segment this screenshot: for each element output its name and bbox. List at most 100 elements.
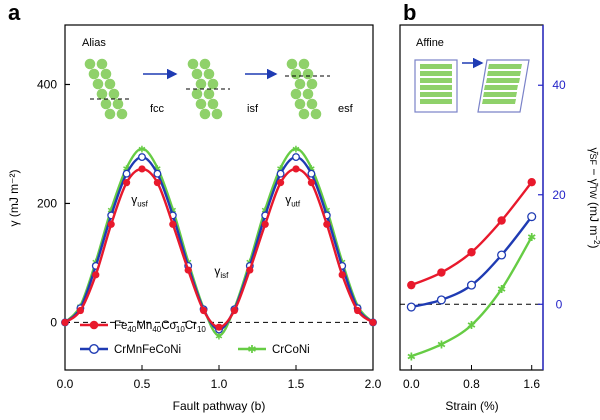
panel-a-point-crconi-4: ✱ bbox=[123, 164, 131, 174]
panel-a-point-crconi-10: ✱ bbox=[215, 332, 223, 342]
panel-a-series-line-crmnfeconi bbox=[64, 155, 374, 331]
panel-a-point-fe40mn40co10cr10-17 bbox=[323, 220, 331, 228]
panel-b-xtick-label-0: 0.0 bbox=[403, 377, 420, 391]
annotation-gamma-utf-subscript: utf bbox=[291, 199, 301, 208]
panel-b-ylabel-sub2: TW bbox=[588, 185, 598, 199]
annotation-gamma-usf-subscript: usf bbox=[137, 199, 148, 208]
panel-a-title: Alias bbox=[82, 37, 106, 49]
legend-fe-el4: Cr bbox=[185, 320, 197, 332]
panel-a-point-fe40mn40co10cr10-11 bbox=[230, 306, 238, 315]
inset-isf-atoms bbox=[187, 58, 223, 120]
panel-a-point-crconi-17: ✱ bbox=[323, 205, 331, 215]
panel-a-point-crconi-14: ✱ bbox=[277, 164, 285, 174]
panel-b-point-crconi-0: ✱ bbox=[407, 351, 416, 363]
panel-a-point-crconi-16: ✱ bbox=[307, 164, 315, 174]
panel-a-point-crmnfeconi-5 bbox=[138, 153, 146, 162]
panel-a-point-fe40mn40co10cr10-16 bbox=[307, 179, 315, 187]
panel-b-ylabel-main1: γ̄ bbox=[587, 148, 600, 156]
legend-fe-el2: Mn bbox=[136, 320, 152, 332]
panel-b-ytick-label-2: 40 bbox=[552, 78, 566, 92]
legend-label-fe40mn40co10cr10: Fe40Mn40Co10Cr10 bbox=[114, 320, 206, 334]
annotation-gamma-usf-symbol: γ bbox=[131, 192, 137, 206]
panel-b-ylabel: γ̄SF − γ̄TW (mJ m−2) bbox=[587, 148, 600, 249]
panel-a-ylabel: γ (mJ m⁻²) bbox=[7, 170, 21, 227]
panel-a-series-line-fe40mn40co10cr10 bbox=[64, 167, 374, 329]
legend-entry-fe40mn40co10cr10: Fe40Mn40Co10Cr10 bbox=[80, 320, 206, 334]
annotation-gamma-isf-subscript: isf bbox=[220, 271, 229, 280]
panel-b-ylabel-unit: (mJ m bbox=[587, 199, 600, 236]
panel-a-point-fe40mn40co10cr10-12 bbox=[246, 266, 254, 274]
panel-b-frame bbox=[399, 24, 544, 371]
panel-a-point-crconi-7: ✱ bbox=[169, 205, 177, 215]
inset-label-isf: isf bbox=[247, 103, 259, 115]
annotation-gamma-utf-symbol: γ bbox=[285, 192, 291, 206]
panel-a-xtick-label-3: 1.5 bbox=[288, 377, 305, 391]
panel-a-point-fe40mn40co10cr10-13 bbox=[261, 220, 269, 228]
panel-a-ytick-label-0: 0 bbox=[50, 315, 57, 329]
legend-label-crmnfeconi: CrMnFeCoNi bbox=[114, 344, 181, 356]
panel-b-point-crmnfeconi-0 bbox=[406, 302, 416, 312]
panel-b-xtick-label-1: 0.8 bbox=[463, 377, 480, 391]
panel-a-point-fe40mn40co10cr10-5 bbox=[138, 165, 146, 173]
panel-a-point-fe40mn40co10cr10-15 bbox=[292, 165, 300, 173]
panel-a-point-fe40mn40co10cr10-10 bbox=[215, 323, 223, 331]
legend-fe-sub4: 10 bbox=[197, 325, 206, 334]
legend-fe-el1: Fe bbox=[114, 320, 127, 332]
inset-fcc-atoms bbox=[84, 58, 128, 120]
panel-a-xlabel: Fault pathway (b) bbox=[173, 399, 266, 413]
panel-a-point-fe40mn40co10cr10-20 bbox=[369, 318, 377, 327]
panel-a-point-crconi-15: ✱ bbox=[292, 145, 300, 155]
panel-a-axes: 0.0 0.5 1.0 1.5 2.0 0 200 400 bbox=[37, 77, 382, 391]
panel-a-point-crmnfeconi-4 bbox=[122, 169, 131, 178]
panel-b-ylabel-mid: − γ̄ bbox=[587, 165, 600, 187]
panel-a-point-fe40mn40co10cr10-19 bbox=[354, 306, 362, 315]
panel-a-point-crmnfeconi-16 bbox=[307, 169, 316, 178]
panel-a-ytick-label-2: 400 bbox=[37, 77, 57, 91]
panel-a-point-fe40mn40co10cr10-0 bbox=[61, 318, 69, 327]
panel-a-point-crmnfeconi-15 bbox=[292, 153, 300, 162]
panel-a-point-fe40mn40co10cr10-7 bbox=[169, 220, 177, 228]
panel-b-xtick-label-2: 1.6 bbox=[523, 377, 540, 391]
panel-a-point-fe40mn40co10cr10-8 bbox=[184, 266, 192, 274]
panel-b-series-line-crconi bbox=[410, 236, 533, 358]
annotation-gamma-isf: γisf bbox=[214, 264, 229, 280]
panel-a-point-fe40mn40co10cr10-14 bbox=[277, 179, 285, 187]
panel-b-series-group: ✱ ✱ ✱ ✱ ✱ bbox=[406, 177, 537, 363]
panel-b-point-crmnfeconi-1 bbox=[436, 295, 446, 305]
panel-b-point-crconi-4: ✱ bbox=[527, 232, 536, 244]
legend-entry-crmnfeconi: CrMnFeCoNi bbox=[80, 344, 181, 356]
inset-affine-sheared bbox=[477, 59, 530, 113]
panel-b-title: Affine bbox=[416, 37, 444, 49]
panel-a-point-crconi-5: ✱ bbox=[138, 145, 146, 155]
panel-b-point-fe40mn40co10cr10-4 bbox=[527, 177, 536, 187]
panel-a-series-group: ✱✱✱✱✱✱✱✱✱✱✱✱✱✱✱✱✱✱✱✱✱ bbox=[61, 145, 377, 342]
panel-a-point-crmnfeconi-14 bbox=[276, 169, 285, 178]
panel-b-point-crmnfeconi-2 bbox=[466, 280, 477, 290]
panel-b-point-fe40mn40co10cr10-1 bbox=[437, 268, 446, 277]
legend: Fe40Mn40Co10Cr10 CrMnFeCoNi ✱ CrCoNi bbox=[80, 320, 310, 356]
inset-esf-atoms bbox=[286, 58, 322, 120]
panel-label-a: a bbox=[8, 0, 21, 25]
panel-a-point-fe40mn40co10cr10-9 bbox=[200, 306, 208, 315]
legend-fe-sub1: 40 bbox=[127, 325, 136, 334]
panel-b-ylabel-sub1: SF bbox=[588, 154, 598, 166]
panel-b-series-line-crmnfeconi bbox=[411, 215, 533, 309]
legend-label-crconi: CrCoNi bbox=[272, 344, 310, 356]
panel-b-axes: 0.0 0.8 1.6 0 20 40 bbox=[403, 78, 566, 391]
panel-label-b: b bbox=[403, 0, 416, 25]
panel-a-point-fe40mn40co10cr10-18 bbox=[338, 271, 346, 279]
annotation-gamma-isf-symbol: γ bbox=[214, 264, 220, 278]
panel-b-ylabel-close: ) bbox=[587, 244, 600, 248]
panel-a-xtick-label-1: 0.5 bbox=[134, 377, 151, 391]
panel-b-point-fe40mn40co10cr10-0 bbox=[407, 280, 416, 290]
legend-marker-crconi: ✱ bbox=[247, 344, 256, 356]
panel-b-point-crmnfeconi-4 bbox=[527, 212, 537, 222]
panel-a-point-crconi-3: ✱ bbox=[107, 205, 115, 215]
inset-affine-undeformed bbox=[414, 59, 458, 113]
annotation-gamma-utf: γutf bbox=[285, 192, 301, 208]
panel-b-ytick-label-1: 20 bbox=[552, 188, 566, 202]
panel-a-xtick-label-0: 0.0 bbox=[57, 377, 74, 391]
